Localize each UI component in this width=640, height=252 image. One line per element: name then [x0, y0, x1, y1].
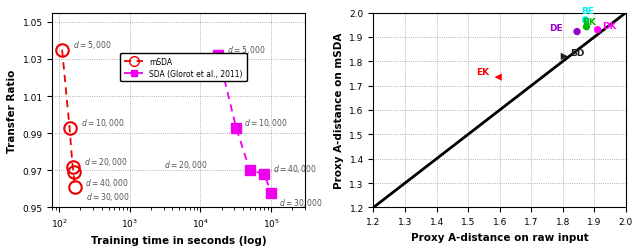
Point: [559, 55, 570, 59]
Point: [493, 76, 503, 80]
Text: $d = 20,000$: $d = 20,000$: [84, 155, 127, 167]
Point: [593, 28, 603, 33]
Text: $d = 5,000$: $d = 5,000$: [227, 44, 266, 56]
Text: BK: BK: [582, 18, 596, 27]
Text: BE: BE: [581, 7, 595, 16]
X-axis label: Proxy A-distance on raw input: Proxy A-distance on raw input: [411, 232, 589, 242]
Text: EK: EK: [476, 68, 489, 77]
Point: [580, 19, 591, 23]
Text: $d = 30,000$: $d = 30,000$: [280, 196, 323, 208]
Y-axis label: Proxy A-distance on mSDA: Proxy A-distance on mSDA: [334, 33, 344, 188]
Legend: mSDA, SDA (Glorot et al., 2011): mSDA, SDA (Glorot et al., 2011): [120, 54, 247, 82]
Text: BD: BD: [570, 49, 584, 58]
Text: $d = 20,000$: $d = 20,000$: [164, 159, 207, 171]
Point: [572, 30, 582, 35]
Point: [581, 26, 591, 30]
Text: $d = 10,000$: $d = 10,000$: [244, 116, 289, 128]
Text: $d = 40,000$: $d = 40,000$: [84, 176, 129, 188]
Text: $d = 40,000$: $d = 40,000$: [273, 163, 316, 175]
Text: DK: DK: [602, 22, 616, 31]
Y-axis label: Transfer Ratio: Transfer Ratio: [7, 69, 17, 152]
X-axis label: Training time in seconds (log): Training time in seconds (log): [91, 235, 266, 245]
Text: $d = 5,000$: $d = 5,000$: [73, 39, 112, 51]
Text: DE: DE: [549, 24, 563, 33]
Text: $d = 30,000$: $d = 30,000$: [86, 191, 129, 203]
Text: $d = 10,000$: $d = 10,000$: [81, 116, 125, 128]
